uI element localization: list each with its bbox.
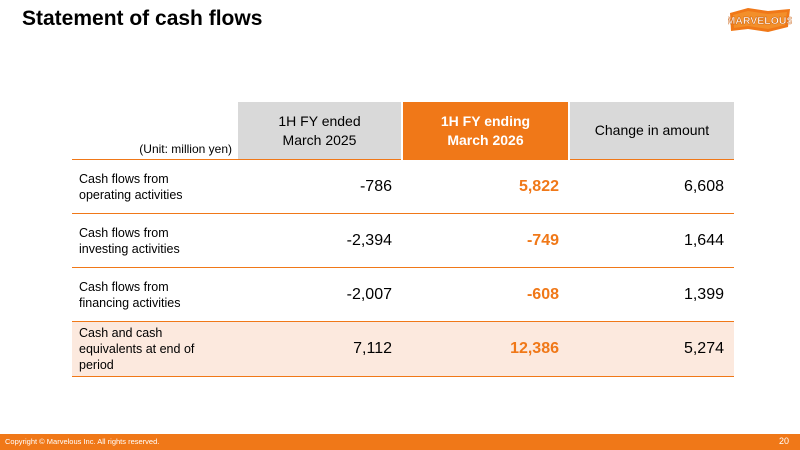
column-header-1h-fy2026: 1H FY ending March 2026 (402, 102, 570, 160)
svg-text:MARVELOUS: MARVELOUS (728, 15, 792, 27)
row-label: Cash and cash equivalents at end of period (72, 321, 238, 377)
row-label: Cash flows from operating activities (72, 159, 238, 214)
value-change: 5,274 (569, 321, 734, 377)
row-label: Cash flows from investing activities (72, 213, 238, 268)
value-prev: -786 (238, 159, 402, 214)
value-prev: 7,112 (238, 321, 402, 377)
value-current: 12,386 (402, 321, 569, 377)
cash-flow-table: (Unit: million yen) 1H FY ended March 202… (72, 102, 734, 377)
table-row-investing: Cash flows from investing activities -2,3… (72, 213, 734, 268)
unit-label: (Unit: million yen) (139, 142, 232, 156)
value-current: -608 (402, 267, 569, 322)
table-header-row: (Unit: million yen) 1H FY ended March 202… (72, 102, 734, 160)
column-header-change: Change in amount (569, 102, 734, 160)
page-title: Statement of cash flows (22, 7, 263, 30)
table-row-operating: Cash flows from operating activities -786… (72, 159, 734, 214)
value-change: 1,399 (569, 267, 734, 322)
copyright-text: Copyright © Marvelous Inc. All rights re… (5, 437, 160, 446)
row-label: Cash flows from financing activities (72, 267, 238, 322)
page-number: 20 (778, 436, 789, 446)
value-prev: -2,394 (238, 213, 402, 268)
table-row-cash-equivalents: Cash and cash equivalents at end of period… (72, 321, 734, 377)
column-header-1h-fy2025: 1H FY ended March 2025 (238, 102, 403, 160)
value-current: 5,822 (402, 159, 569, 214)
marvelous-logo: MARVELOUS (728, 5, 792, 35)
value-change: 6,608 (569, 159, 734, 214)
footer-bar: Copyright © Marvelous Inc. All rights re… (0, 434, 800, 450)
value-prev: -2,007 (238, 267, 402, 322)
table-row-financing: Cash flows from financing activities -2,0… (72, 267, 734, 322)
value-current: -749 (402, 213, 569, 268)
value-change: 1,644 (569, 213, 734, 268)
